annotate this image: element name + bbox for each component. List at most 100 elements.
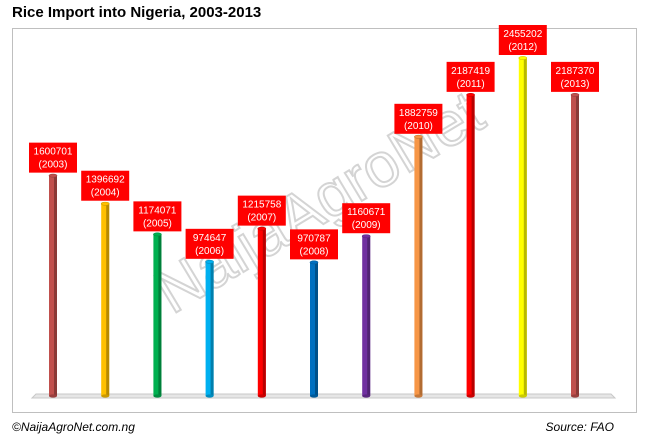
- bar-top: [518, 56, 528, 60]
- data-label-year: (2012): [508, 42, 537, 53]
- data-label-value: 2187419: [451, 66, 490, 77]
- bar-base: [571, 394, 579, 398]
- data-label-box: [290, 229, 338, 260]
- bar-2006: [205, 259, 214, 398]
- data-label-2005: 1174071 (2005): [133, 201, 182, 232]
- chart-floor: [30, 393, 617, 399]
- bar-top: [570, 92, 580, 97]
- source-text: Source: FAO: [545, 420, 614, 434]
- data-label-2009: 1160671 (2009): [342, 203, 391, 234]
- bar-shade: [315, 262, 318, 396]
- data-label-value: 1882759: [399, 108, 438, 119]
- data-label-year: (2004): [91, 188, 120, 199]
- bar-top: [257, 226, 267, 231]
- data-label-value: 2455202: [503, 29, 542, 40]
- bar-top: [100, 201, 110, 206]
- data-label-box: [133, 201, 182, 232]
- bar-base: [153, 394, 162, 398]
- data-label-value: 970787: [297, 233, 331, 244]
- bar-2003: [48, 173, 58, 398]
- data-labels-group: 1600701 (2003) 1396692 (2004) 1174071 (2005) 9…: [29, 25, 599, 260]
- bar-body: [414, 136, 423, 396]
- bar-2005: [153, 232, 162, 398]
- data-label-value: 1215758: [242, 200, 281, 211]
- bar-body: [362, 236, 371, 396]
- plot-area: [12, 28, 637, 413]
- bar-top: [414, 134, 423, 139]
- bar-top: [205, 259, 214, 264]
- watermark: NaijaAgroNet: [144, 78, 496, 327]
- data-label-2012: 2455202 (2012): [498, 25, 547, 55]
- bar-2009: [361, 234, 371, 398]
- bar-shade: [158, 234, 162, 396]
- data-label-2004: 1396692 (2004): [81, 170, 130, 201]
- bar-2008: [309, 260, 319, 398]
- bar-shade: [576, 94, 579, 397]
- bar-base: [49, 394, 57, 398]
- bar-base: [205, 394, 214, 398]
- data-label-year: (2009): [352, 220, 381, 231]
- data-label-2007: 1215758 (2007): [237, 195, 286, 226]
- bar-shade: [262, 228, 266, 396]
- bar-2012: [518, 56, 528, 398]
- bar-body: [518, 58, 527, 396]
- bar-shade: [106, 203, 110, 396]
- bar-body: [49, 175, 57, 396]
- bar-body: [101, 203, 110, 396]
- bar-top: [309, 260, 319, 265]
- bar-base: [414, 394, 423, 398]
- data-label-2011: 2187419 (2011): [446, 61, 495, 92]
- bar-2011: [466, 92, 475, 398]
- bar-body: [466, 94, 475, 396]
- bar-shade: [419, 136, 423, 396]
- data-label-year: (2006): [195, 246, 224, 257]
- data-label-year: (2011): [457, 79, 485, 90]
- bar-base: [518, 394, 527, 398]
- data-label-year: (2010): [404, 121, 433, 132]
- bar-body: [310, 262, 318, 396]
- data-label-year: (2008): [300, 246, 329, 257]
- bars-group: [48, 56, 580, 398]
- bar-2010: [414, 134, 423, 398]
- bar-shade: [367, 236, 371, 396]
- data-label-box: [342, 203, 391, 234]
- data-label-year: (2005): [143, 218, 172, 229]
- data-label-value: 974647: [193, 233, 227, 244]
- bar-2013: [570, 92, 580, 398]
- bar-body: [153, 234, 162, 396]
- data-label-box: [29, 142, 77, 173]
- data-label-2013: 2187370 (2013): [551, 61, 599, 92]
- data-label-box: [551, 61, 599, 92]
- data-label-box: [185, 228, 234, 259]
- bar-body: [257, 228, 266, 396]
- bar-top: [153, 232, 162, 237]
- bar-base: [466, 394, 475, 398]
- data-label-2003: 1600701 (2003): [29, 142, 77, 173]
- bar-top: [466, 92, 475, 97]
- bar-base: [257, 394, 266, 398]
- data-label-2006: 974647 (2006): [185, 228, 234, 259]
- data-label-value: 1600701: [34, 147, 73, 158]
- bar-top: [48, 173, 58, 178]
- data-label-2008: 970787 (2008): [290, 229, 338, 260]
- data-label-box: [498, 25, 547, 55]
- data-label-value: 1396692: [86, 175, 125, 186]
- bar-2007: [257, 226, 267, 398]
- chart-title: Rice Import into Nigeria, 2003-2013: [12, 4, 262, 21]
- data-label-year: (2007): [247, 213, 276, 224]
- data-label-box: [446, 61, 495, 92]
- data-label-value: 1174071: [138, 205, 177, 216]
- bar-top: [361, 234, 371, 239]
- data-label-value: 2187370: [556, 66, 595, 77]
- data-label-year: (2003): [39, 160, 68, 171]
- bar-shade: [471, 94, 475, 396]
- data-label-year: (2013): [561, 79, 590, 90]
- data-label-box: [81, 170, 130, 201]
- bar-body: [205, 261, 214, 396]
- copyright-text: ©NaijaAgroNet.com.ng: [12, 420, 135, 434]
- data-label-box: [237, 195, 286, 226]
- bar-2004: [100, 201, 110, 398]
- bar-base: [310, 394, 318, 398]
- bar-shade: [54, 175, 57, 396]
